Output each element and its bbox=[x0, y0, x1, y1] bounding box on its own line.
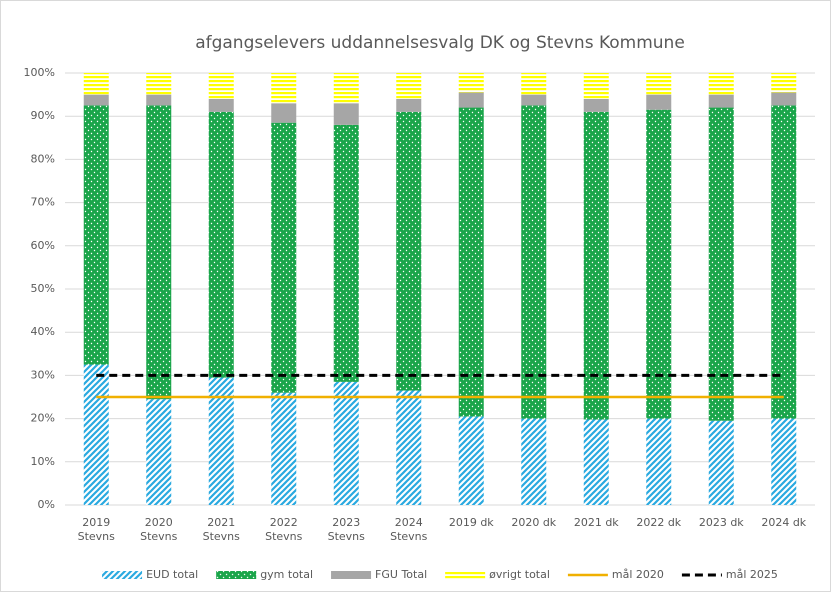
bar-segment bbox=[208, 98, 234, 112]
bar-segment bbox=[146, 73, 172, 95]
legend-label: FGU Total bbox=[375, 568, 427, 581]
legend-swatch bbox=[445, 571, 486, 579]
bar-segment bbox=[83, 73, 109, 95]
x-tick-label: 2020 dk bbox=[511, 516, 557, 529]
x-tick-label: 2022 dk bbox=[636, 516, 682, 529]
bar-segment bbox=[271, 392, 297, 505]
legend-item: mål 2025 bbox=[681, 568, 778, 581]
legend-item: FGU Total bbox=[331, 568, 427, 581]
bar-segment bbox=[83, 105, 109, 365]
y-tick-label: 0% bbox=[38, 498, 55, 511]
y-tick-label: 10% bbox=[31, 455, 55, 468]
legend-label: øvrigt total bbox=[489, 568, 550, 581]
x-tick-label: 2019 dk bbox=[448, 516, 494, 529]
legend-swatch bbox=[331, 571, 372, 579]
bar-segment bbox=[458, 107, 484, 417]
x-tick-label: 2024 dk bbox=[761, 516, 807, 529]
bar-segment bbox=[646, 109, 672, 419]
bar-segment bbox=[771, 418, 797, 505]
bar-segment bbox=[208, 111, 234, 378]
bar-segment bbox=[458, 92, 484, 108]
legend-item: gym total bbox=[216, 568, 313, 581]
bar-segment bbox=[771, 92, 797, 106]
y-tick-label: 40% bbox=[31, 325, 55, 338]
y-tick-label: 70% bbox=[31, 196, 55, 209]
bar-segment bbox=[208, 73, 234, 99]
bar-segment bbox=[708, 107, 734, 421]
bar-segment bbox=[583, 111, 609, 420]
x-tick-label: 2023 Stevns bbox=[327, 516, 365, 543]
bar-segment bbox=[708, 420, 734, 505]
bar-segment bbox=[146, 399, 172, 505]
bar-segment bbox=[396, 111, 422, 391]
y-tick-label: 90% bbox=[31, 109, 55, 122]
bar-segment bbox=[708, 73, 734, 95]
bar-segment bbox=[521, 94, 547, 106]
bar-segment bbox=[146, 94, 172, 106]
bar-segment bbox=[146, 105, 172, 400]
legend-item: EUD total bbox=[102, 568, 198, 581]
bar-segment bbox=[583, 73, 609, 99]
x-tick-label: 2020 Stevns bbox=[140, 516, 178, 543]
chart-title: afgangselevers uddannelsesvalg DK og Ste… bbox=[195, 33, 685, 53]
x-tick-label: 2021 dk bbox=[573, 516, 619, 529]
y-tick-label: 100% bbox=[24, 66, 55, 79]
bar-segment bbox=[396, 73, 422, 99]
y-tick-label: 20% bbox=[31, 412, 55, 425]
bar-segment bbox=[396, 98, 422, 112]
bar-segment bbox=[83, 94, 109, 106]
legend-item: øvrigt total bbox=[445, 568, 550, 581]
bar-segment bbox=[583, 419, 609, 505]
bar-segment bbox=[333, 124, 359, 382]
bar-segment bbox=[771, 73, 797, 93]
legend-item: mål 2020 bbox=[567, 568, 664, 581]
legend-label: gym total bbox=[260, 568, 313, 581]
bar-segment bbox=[646, 94, 672, 110]
legend-label: mål 2025 bbox=[726, 568, 778, 581]
bar-segment bbox=[521, 73, 547, 95]
bar-segment bbox=[583, 98, 609, 112]
legend-swatch bbox=[216, 571, 257, 579]
bar-segment bbox=[83, 364, 109, 505]
bar-segment bbox=[271, 73, 297, 104]
bar-segment bbox=[271, 103, 297, 123]
bar-segment bbox=[458, 73, 484, 93]
x-tick-label: 2023 dk bbox=[698, 516, 744, 529]
bar-segment bbox=[646, 73, 672, 95]
bar-segment bbox=[708, 94, 734, 108]
legend-label: mål 2020 bbox=[612, 568, 664, 581]
bar-segment bbox=[521, 105, 547, 419]
x-tick-label: 2024 Stevns bbox=[390, 516, 428, 543]
y-tick-label: 60% bbox=[31, 239, 55, 252]
y-tick-label: 30% bbox=[31, 368, 55, 381]
x-tick-label: 2022 Stevns bbox=[265, 516, 303, 543]
legend-swatch bbox=[102, 571, 143, 579]
bar-segment bbox=[396, 390, 422, 505]
bar-segment bbox=[333, 73, 359, 104]
y-tick-label: 80% bbox=[31, 152, 55, 165]
bar-segment bbox=[333, 103, 359, 125]
bar-segment bbox=[646, 418, 672, 505]
bar-segment bbox=[521, 418, 547, 505]
x-tick-label: 2021 Stevns bbox=[202, 516, 240, 543]
bar-segment bbox=[771, 105, 797, 419]
bar-segment bbox=[271, 122, 297, 393]
x-tick-label: 2019 Stevns bbox=[77, 516, 115, 543]
legend-label: EUD total bbox=[146, 568, 198, 581]
y-tick-label: 50% bbox=[31, 282, 55, 295]
bar-segment bbox=[458, 416, 484, 505]
bar-segment bbox=[208, 377, 234, 505]
bar-segment bbox=[333, 381, 359, 505]
